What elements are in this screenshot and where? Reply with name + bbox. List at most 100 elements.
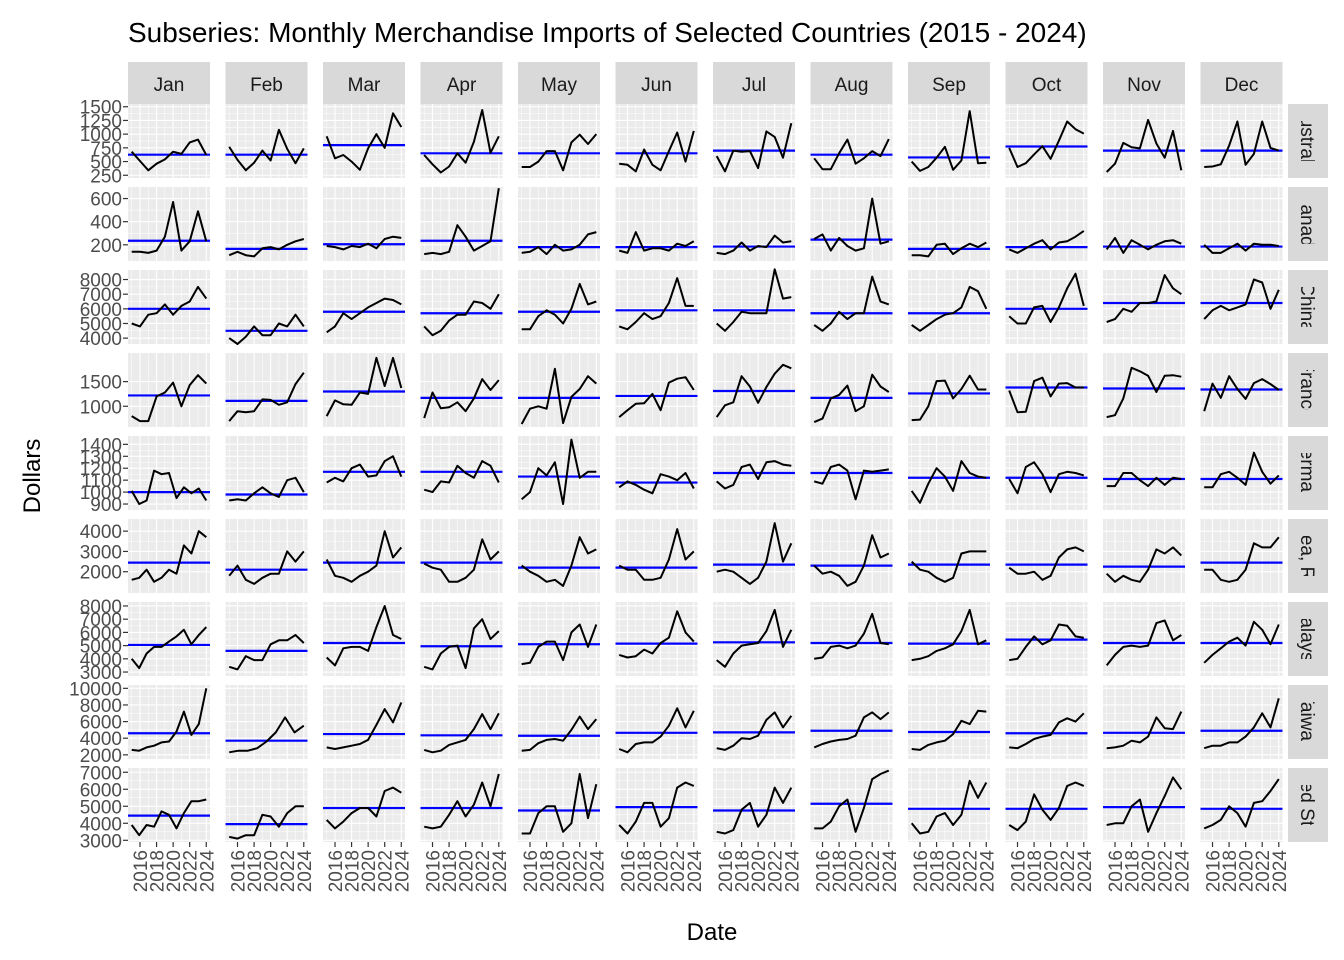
panel-united-states-jun: [615, 768, 698, 842]
series-line: [130, 798, 207, 837]
series-line: [911, 285, 988, 332]
x-tick-label: 2020: [262, 850, 283, 892]
panel-background: [1200, 436, 1283, 510]
x-tick-label: 2024: [1075, 850, 1096, 893]
y-tick-label: 8000: [80, 696, 122, 717]
panel-germany-feb: [225, 436, 308, 510]
series-line: [1105, 118, 1183, 173]
series-line: [228, 313, 305, 345]
y-tick-label: 7000: [80, 285, 122, 306]
panel-taiwan-jan: [128, 685, 210, 759]
panel-united-states-mar: [323, 768, 405, 842]
x-tick-label: 2024: [880, 850, 901, 893]
y-tick-label: 4000: [80, 814, 122, 835]
panel-background: [420, 187, 503, 261]
month-strip-label: Aug: [835, 75, 869, 96]
series-line: [618, 781, 695, 835]
series-line: [521, 773, 598, 835]
series-line: [716, 608, 793, 668]
panel-korea-rep--mar: [323, 519, 405, 593]
series-line: [521, 133, 598, 172]
panel-france-nov: [1103, 353, 1185, 427]
x-tick-label: 2016: [911, 850, 932, 892]
panel-france-dec: [1200, 353, 1283, 427]
month-strip-nov: [1103, 62, 1185, 104]
panel-malaysia-jan: [128, 602, 210, 676]
series-line: [910, 110, 987, 172]
panel-korea-rep--sep: [908, 519, 990, 593]
panel-germany-nov: [1103, 436, 1185, 510]
series-line: [716, 711, 793, 751]
panel-malaysia-aug: [810, 602, 893, 676]
series-line: [423, 618, 500, 671]
series-line: [715, 122, 793, 173]
panel-background: [1005, 187, 1088, 261]
panel-germany-may: [518, 436, 600, 510]
x-tick-label: 2018: [538, 850, 559, 892]
country-strip-label: United States: [1296, 748, 1317, 862]
series-line: [326, 297, 402, 334]
panel-background: [1200, 270, 1283, 344]
x-tick-label: 2016: [619, 850, 640, 892]
panel-canada-oct: [1005, 187, 1088, 261]
panel-background: [420, 768, 503, 842]
month-strip-apr: [420, 62, 503, 104]
month-strip-oct: [1005, 62, 1088, 104]
series-line: [131, 530, 207, 583]
panel-background: [225, 436, 308, 510]
y-tick-label: 500: [90, 153, 122, 174]
x-tick-label: 2024: [392, 850, 413, 893]
panel-korea-rep--dec: [1200, 519, 1283, 593]
panel-germany-jul: [713, 436, 795, 510]
series-line: [1009, 623, 1084, 662]
panel-united-states-jul: [713, 768, 795, 842]
panel-canada-jun: [615, 187, 698, 261]
x-tick-label: 2016: [716, 850, 737, 892]
series-line: [911, 374, 987, 422]
panel-australia-feb: [225, 104, 308, 178]
series-line: [814, 769, 890, 833]
x-tick-label: 2020: [1042, 850, 1063, 892]
series-line: [1008, 461, 1085, 495]
panel-korea-rep--nov: [1103, 519, 1185, 593]
series-line: [423, 378, 500, 419]
series-line: [1008, 546, 1085, 581]
series-line: [1008, 272, 1085, 325]
series-line: [521, 715, 598, 752]
month-strip-sep: [908, 62, 990, 104]
country-strip: [1288, 768, 1328, 842]
series-line: [521, 623, 598, 666]
x-tick-label: 2022: [766, 850, 787, 892]
facet-grid: Jan Feb Mar Apr May Jun Jul Aug Sep Oct Nov Dec Aust…: [69, 62, 1328, 892]
panel-malaysia-dec: [1200, 602, 1283, 676]
country-strip-label: Australia: [1296, 104, 1317, 178]
series-line: [814, 612, 889, 660]
x-tick-label: 2016: [326, 850, 347, 892]
month-strip-jan: [128, 62, 210, 104]
panel-united-states-dec: [1200, 768, 1283, 842]
x-tick-label: 2016: [1204, 850, 1225, 892]
panel-background: [128, 353, 210, 427]
x-tick-label: 2024: [782, 850, 803, 893]
y-tick-label: 8000: [80, 271, 122, 292]
series-line: [423, 712, 500, 754]
series-line: [618, 610, 695, 659]
series-line: [131, 374, 208, 423]
x-tick-label: 2020: [652, 850, 673, 892]
panel-canada-apr: [420, 187, 503, 261]
month-strip-mar: [323, 62, 405, 104]
series-line: [1105, 619, 1182, 667]
x-tick-label: 2020: [1237, 850, 1258, 892]
panel-malaysia-apr: [420, 602, 503, 676]
panel-korea-rep--may: [518, 519, 600, 593]
panel-china-sep: [908, 270, 990, 344]
panel-background: [323, 187, 405, 261]
panel-france-apr: [420, 353, 503, 427]
panel-australia-apr: [420, 104, 503, 178]
series-line: [326, 605, 402, 667]
x-tick-label: 2016: [424, 850, 445, 892]
x-tick-label: 2022: [863, 850, 884, 892]
panel-france-feb: [225, 353, 308, 427]
x-tick-label: 2016: [131, 850, 152, 892]
